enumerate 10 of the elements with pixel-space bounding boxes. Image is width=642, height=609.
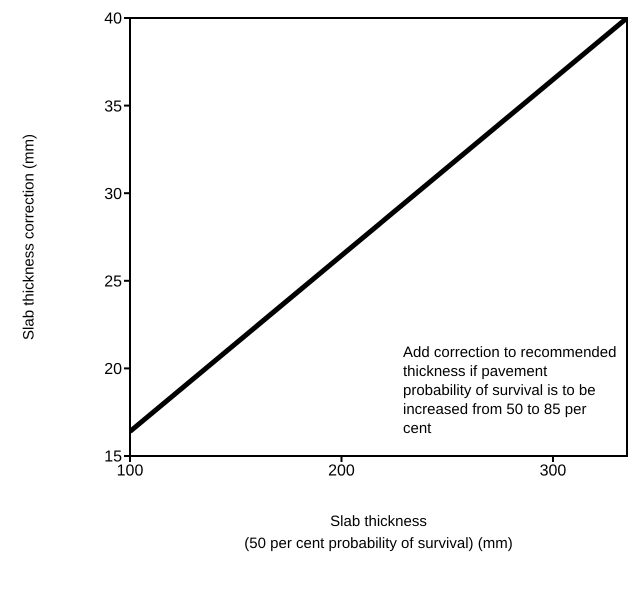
- y-axis-title: Slab thickness correction (mm): [20, 134, 38, 340]
- annotation: Add correction to recommended thickness if pavement probability of survival is to be increased from 50 to 85 per cent: [403, 343, 618, 438]
- y-tick-label: 25: [104, 273, 122, 290]
- y-tick-label: 20: [104, 361, 122, 378]
- x-tick-label: 300: [540, 462, 566, 480]
- x-tick-label: 200: [328, 462, 355, 480]
- y-tick-label: 30: [104, 186, 122, 203]
- y-tick-label: 40: [104, 10, 122, 28]
- y-tick-label: 35: [104, 98, 122, 116]
- x-axis-title: Slab thickness (50 per cent probability of survival) (mm): [244, 513, 513, 552]
